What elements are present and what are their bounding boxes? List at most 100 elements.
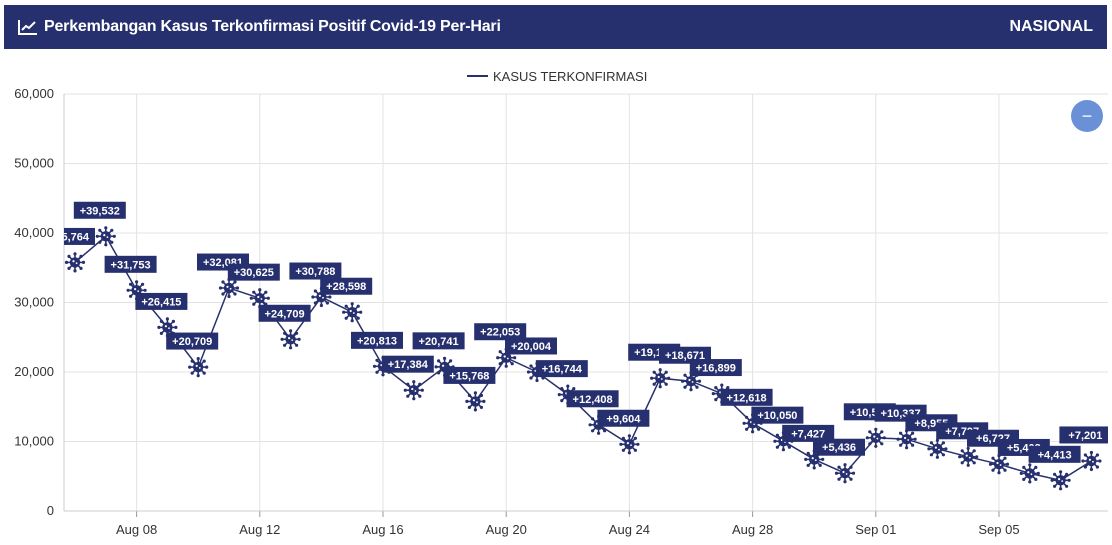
virus-dot	[1058, 478, 1061, 481]
virus-spike-tip	[775, 433, 779, 437]
data-point-virus-icon[interactable]	[465, 391, 486, 412]
virus-spike-tip	[418, 382, 422, 386]
virus-spike-tip	[1028, 480, 1032, 484]
virus-spike-tip	[960, 461, 964, 465]
legend[interactable]: KASUS TERKONFIRMASI	[467, 69, 647, 84]
reset-zoom-button[interactable]: −	[1071, 100, 1103, 132]
data-point-virus-icon[interactable]	[95, 226, 116, 247]
data-label-box	[566, 390, 619, 408]
data-label-box	[258, 304, 311, 322]
virus-spike-tip	[714, 385, 718, 390]
virus-spike-tip	[958, 455, 962, 459]
virus-body	[655, 373, 666, 384]
virus-dot	[1061, 480, 1064, 482]
virus-spike-tip	[652, 382, 656, 386]
data-label-text: +20,813	[357, 335, 397, 347]
data-point-virus-icon[interactable]	[896, 429, 917, 450]
virus-spike-tip	[837, 477, 841, 481]
virus-spike-tip	[406, 394, 410, 398]
virus-spike-tip	[720, 383, 724, 387]
data-point-virus-icon[interactable]	[619, 434, 640, 455]
data-point-virus-icon[interactable]	[218, 277, 240, 299]
data-label-box	[351, 331, 403, 349]
virus-spike-tip	[988, 462, 993, 466]
data-point-virus-icon[interactable]	[249, 288, 270, 309]
virus-dot	[876, 437, 879, 440]
virus-spike-tip	[218, 286, 223, 290]
data-point-virus-icon[interactable]	[650, 368, 671, 389]
data-point-virus-icon[interactable]	[927, 438, 948, 459]
data-label-text: +20,709	[172, 336, 212, 348]
virus-spike-tip	[658, 385, 662, 389]
legend-label: KASUS TERKONFIRMASI	[493, 69, 647, 84]
virus-dot	[226, 285, 229, 288]
virus-spike-tip	[1003, 456, 1007, 460]
virus-dot	[257, 295, 260, 299]
data-point-virus-icon[interactable]	[958, 446, 979, 467]
y-tick-label: 10,000	[14, 434, 54, 449]
data-label-text: +26,415	[141, 296, 181, 308]
virus-spike-tip	[190, 359, 194, 363]
virus-spike-tip	[510, 362, 514, 366]
virus-dot	[198, 367, 201, 369]
virus-spike-tip	[868, 430, 872, 434]
virus-spike-tip	[664, 370, 668, 374]
line-chart[interactable]: 0 10,000 20,000 30,000 40,000 50,000 60,000 Aug…	[0, 55, 1112, 545]
virus-spike-tip	[804, 457, 808, 461]
x-tick-label: Aug 12	[239, 522, 280, 537]
data-label-box	[64, 227, 95, 245]
virus-dot	[349, 309, 352, 313]
virus-spike-tip	[412, 397, 416, 401]
virus-spike-tip	[944, 447, 948, 451]
virus-spike-tip	[927, 447, 931, 451]
virus-spike-tip	[874, 444, 878, 448]
virus-spike-tip	[504, 364, 508, 368]
virus-spike-tip	[221, 292, 225, 296]
virus-body	[501, 352, 512, 363]
data-point-virus-icon[interactable]	[988, 454, 1010, 475]
data-point-virus-icon[interactable]	[157, 317, 178, 338]
data-label-text: +5,436	[822, 442, 856, 454]
virus-spike-tip	[526, 370, 531, 374]
virus-spike-tip	[159, 319, 163, 323]
virus-spike-tip	[636, 442, 640, 446]
virus-spike-tip	[627, 434, 631, 438]
virus-spike-tip	[1022, 465, 1026, 469]
virus-dot	[503, 355, 506, 358]
data-label-text: +28,598	[326, 281, 366, 293]
virus-spike-tip	[633, 448, 638, 452]
data-point-virus-icon[interactable]	[403, 380, 424, 401]
data-point-virus-icon[interactable]	[834, 463, 856, 484]
virus-spike-tip	[313, 289, 317, 293]
data-point-virus-icon[interactable]	[865, 427, 886, 448]
virus-spike-tip	[443, 356, 447, 360]
virus-spike-tip	[680, 379, 685, 383]
data-point-virus-icon[interactable]	[188, 357, 209, 378]
virus-spike-tip	[941, 441, 946, 445]
virus-spike-tip	[498, 350, 502, 354]
virus-dot	[660, 378, 663, 380]
line-chart-icon	[18, 20, 37, 35]
virus-spike-tip	[1052, 472, 1057, 476]
virus-body	[1055, 475, 1066, 486]
virus-spike-tip	[467, 393, 471, 397]
virus-spike-tip	[403, 388, 407, 392]
virus-dot	[657, 375, 660, 379]
virus-spike-tip	[372, 364, 377, 368]
virus-dot	[1030, 473, 1033, 476]
virus-spike-tip	[837, 465, 841, 469]
data-point-virus-icon[interactable]	[64, 252, 86, 273]
data-point-virus-icon[interactable]	[1081, 450, 1102, 472]
data-label-box	[412, 332, 465, 350]
virus-spike-tip	[1034, 477, 1038, 482]
data-point-virus-icon[interactable]	[1050, 470, 1071, 491]
data-label-text: +12,408	[573, 394, 613, 406]
virus-dot	[318, 294, 321, 297]
reset-zoom-button-circle[interactable]	[1071, 100, 1103, 132]
data-point-virus-icon[interactable]	[1019, 463, 1040, 484]
data-point-virus-icon[interactable]	[280, 329, 301, 350]
data-point-virus-icon[interactable]	[342, 302, 363, 323]
virus-spike-tip	[128, 282, 133, 286]
virus-spike-tip	[619, 442, 623, 446]
virus-spike-tip	[1005, 462, 1010, 466]
